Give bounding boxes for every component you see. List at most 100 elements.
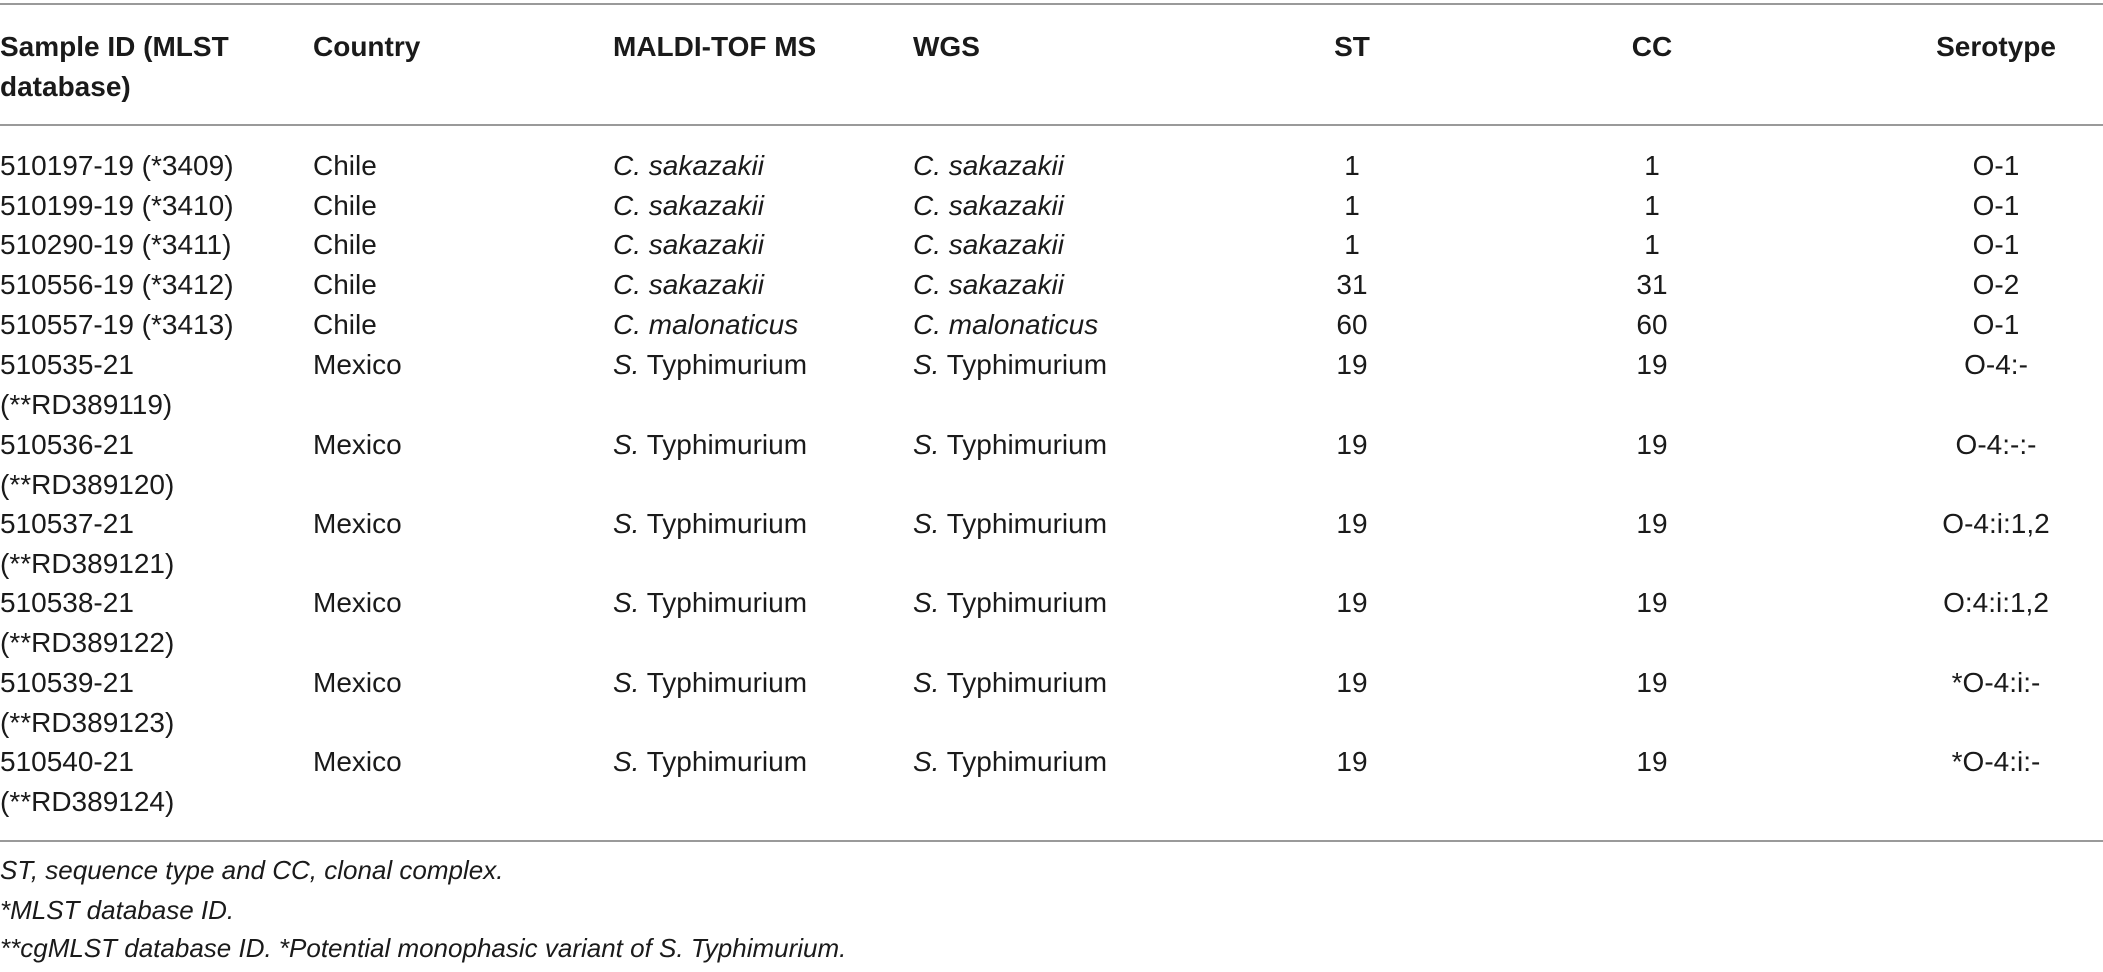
cc-cell: 1	[1644, 190, 1660, 221]
country-cell: Mexico	[313, 429, 402, 460]
cc-cell: 1	[1644, 150, 1660, 181]
sample-id-line1: 510536-21	[0, 429, 134, 460]
maldi-species: sakazakii	[648, 150, 764, 181]
maldi-species: Typhimurium	[646, 429, 808, 460]
wgs-genus: S.	[913, 667, 940, 698]
maldi-tof-cell: S. Typhimurium	[613, 663, 807, 703]
wgs-genus: C.	[913, 269, 941, 300]
maldi-species: sakazakii	[648, 269, 764, 300]
table-top-rule	[0, 3, 2103, 5]
footnote-abbreviations: ST, sequence type and CC, clonal complex…	[0, 855, 504, 885]
wgs-genus: C.	[913, 190, 941, 221]
serotype-cell: O-4:i:1,2	[1942, 508, 2050, 539]
st-cell: 1	[1344, 190, 1360, 221]
maldi-species: sakazakii	[648, 190, 764, 221]
wgs-cell: S. Typhimurium	[913, 504, 1107, 544]
st-cell: 19	[1336, 349, 1368, 380]
sample-id-line1: 510197-19 (*3409)	[0, 150, 234, 181]
sample-id-cell: 510536-21 (**RD389120)	[0, 425, 174, 505]
country-cell: Chile	[313, 309, 377, 340]
cc-cell: 60	[1636, 309, 1668, 340]
cc-cell: 19	[1636, 667, 1668, 698]
country-cell: Chile	[313, 150, 377, 181]
wgs-cell: S. Typhimurium	[913, 583, 1107, 623]
sample-id-line2: (**RD389119)	[0, 389, 173, 420]
wgs-genus: C.	[913, 309, 941, 340]
serotype-cell: O-4:-	[1964, 349, 2028, 380]
cc-cell: 19	[1636, 429, 1668, 460]
maldi-genus: S.	[613, 508, 640, 539]
st-cell: 19	[1336, 508, 1368, 539]
sample-id-cell: 510557-19 (*3413)	[0, 305, 234, 345]
maldi-species: Typhimurium	[646, 746, 808, 777]
sample-id-line1: 510538-21	[0, 587, 134, 618]
sample-id-line2: (**RD389124)	[0, 786, 175, 817]
serotype-cell: O:4:i:1,2	[1943, 587, 2049, 618]
wgs-cell: C. sakazakii	[913, 225, 1064, 265]
wgs-species: Typhimurium	[946, 667, 1108, 698]
sample-id-line1: 510557-19 (*3413)	[0, 309, 234, 340]
sample-id-line2: (**RD389120)	[0, 469, 175, 500]
wgs-cell: C. malonaticus	[913, 305, 1098, 345]
st-cell: 1	[1344, 150, 1360, 181]
maldi-species: Typhimurium	[646, 508, 808, 539]
sample-id-line1: 510556-19 (*3412)	[0, 269, 234, 300]
maldi-tof-cell: C. sakazakii	[613, 146, 764, 186]
sample-id-cell: 510537-21 (**RD389121)	[0, 504, 174, 584]
maldi-tof-cell: S. Typhimurium	[613, 425, 807, 465]
serotype-cell: O-2	[1972, 269, 2020, 300]
country-cell: Mexico	[313, 349, 402, 380]
sample-id-cell: 510540-21 (**RD389124)	[0, 742, 174, 822]
wgs-species: Typhimurium	[946, 508, 1108, 539]
wgs-cell: S. Typhimurium	[913, 742, 1107, 782]
header-st: ST	[1334, 31, 1370, 62]
sample-id-line2: (**RD389123)	[0, 707, 175, 738]
sample-id-line1: 510540-21	[0, 746, 134, 777]
sample-id-line1: 510535-21	[0, 349, 134, 380]
maldi-tof-cell: C. sakazakii	[613, 225, 764, 265]
header-maldi-tof-ms: MALDI-TOF MS	[613, 31, 817, 62]
cc-cell: 19	[1636, 508, 1668, 539]
maldi-genus: S.	[613, 349, 640, 380]
cc-cell: 19	[1636, 349, 1668, 380]
maldi-genus: S.	[613, 429, 640, 460]
maldi-species: malonaticus	[648, 309, 799, 340]
wgs-species: Typhimurium	[946, 349, 1108, 380]
serotype-cell: O-1	[1972, 150, 2020, 181]
wgs-genus: S.	[913, 587, 940, 618]
header-cc: CC	[1631, 31, 1673, 62]
wgs-genus: C.	[913, 150, 941, 181]
wgs-species: sakazakii	[948, 269, 1064, 300]
maldi-species: Typhimurium	[646, 587, 808, 618]
maldi-tof-cell: S. Typhimurium	[613, 742, 807, 782]
serotype-cell: O-1	[1972, 309, 2020, 340]
cc-cell: 19	[1636, 746, 1668, 777]
maldi-genus: S.	[613, 587, 640, 618]
wgs-cell: S. Typhimurium	[913, 425, 1107, 465]
wgs-cell: C. sakazakii	[913, 146, 1064, 186]
st-cell: 60	[1336, 309, 1368, 340]
serotype-cell: *O-4:i:-	[1951, 667, 2041, 698]
cc-cell: 19	[1636, 587, 1668, 618]
country-cell: Mexico	[313, 667, 402, 698]
sample-id-cell: 510539-21 (**RD389123)	[0, 663, 174, 743]
maldi-tof-cell: C. sakazakii	[613, 265, 764, 305]
maldi-genus: C.	[613, 190, 641, 221]
maldi-tof-cell: C. malonaticus	[613, 305, 798, 345]
maldi-tof-cell: S. Typhimurium	[613, 583, 807, 623]
wgs-species: Typhimurium	[946, 746, 1108, 777]
sample-id-cell: 510538-21 (**RD389122)	[0, 583, 174, 663]
st-cell: 31	[1336, 269, 1368, 300]
header-sample-id-line1: Sample ID (MLST	[0, 31, 229, 62]
serotype-cell: O-4:-:-	[1955, 429, 2037, 460]
wgs-genus: S.	[913, 508, 940, 539]
wgs-species: Typhimurium	[946, 429, 1108, 460]
header-sample-id: Sample ID (MLST database)	[0, 27, 229, 107]
wgs-cell: C. sakazakii	[913, 265, 1064, 305]
st-cell: 1	[1344, 229, 1360, 260]
maldi-tof-cell: S. Typhimurium	[613, 504, 807, 544]
maldi-genus: C.	[613, 269, 641, 300]
maldi-genus: C.	[613, 309, 641, 340]
sample-id-line2: (**RD389122)	[0, 627, 175, 658]
country-cell: Chile	[313, 190, 377, 221]
